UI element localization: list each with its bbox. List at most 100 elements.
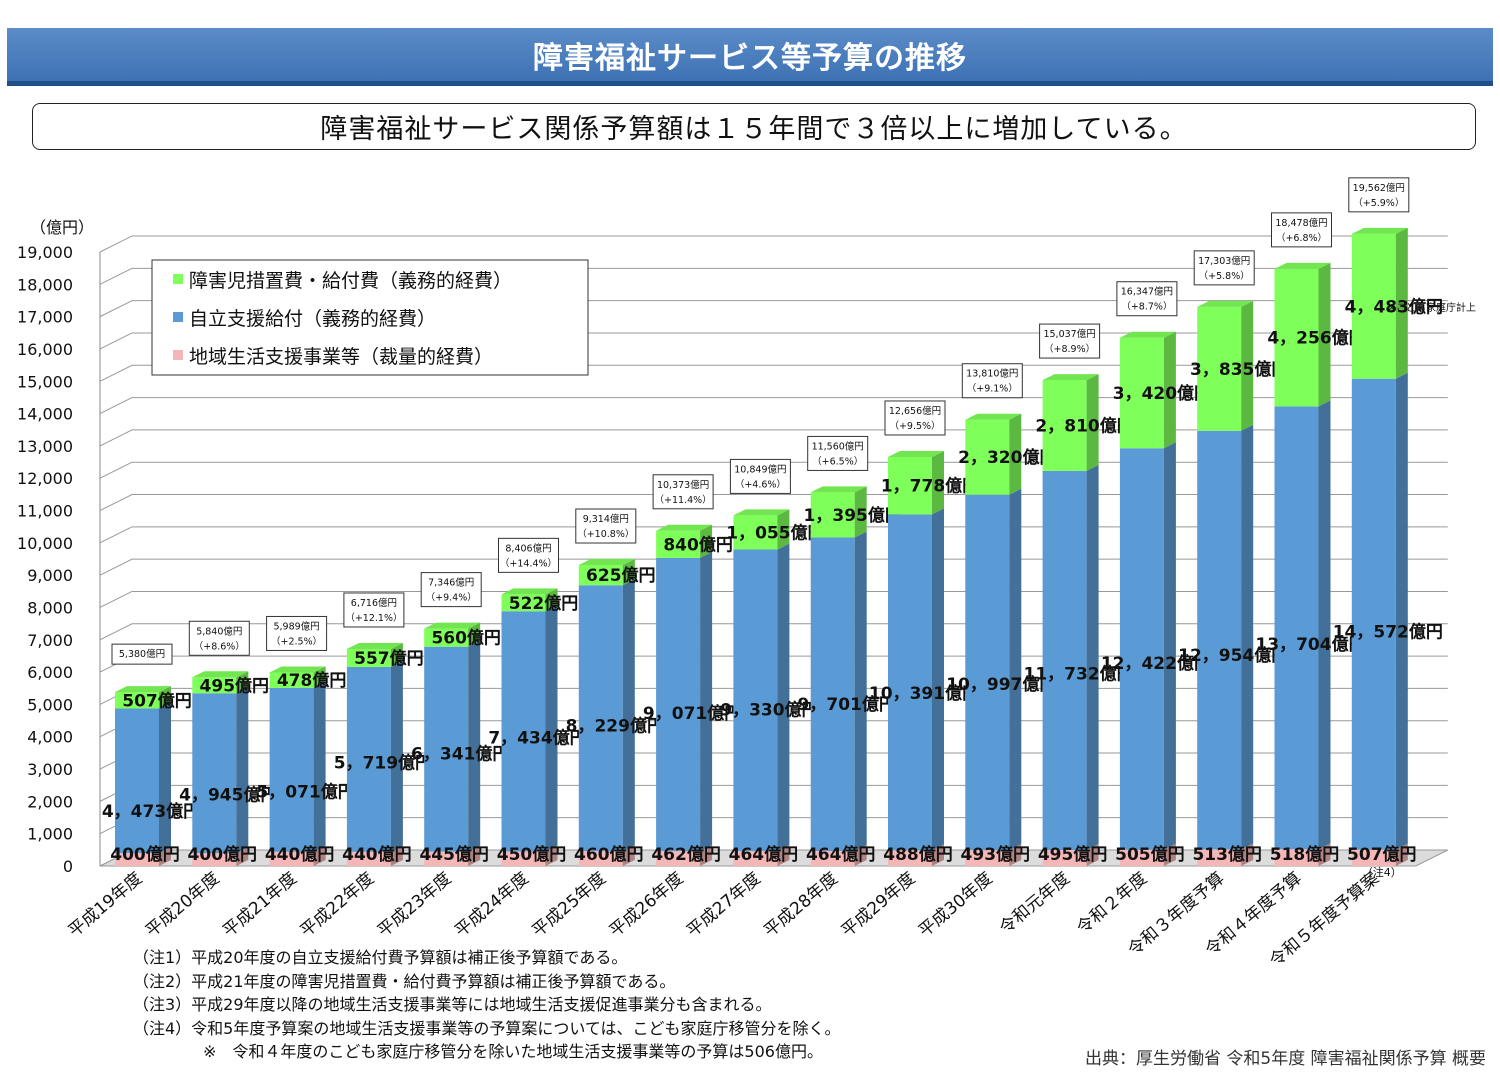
bar-top-cap [810,486,867,493]
total-callout-box [498,537,559,573]
bar-segment-front [1274,406,1319,850]
bar-segment-side [313,845,326,866]
bar-segment-front [810,851,855,866]
bar-segment-front [501,851,546,866]
footnote-2: （注2）平成21年度の障害児措置費・給付費予算額は補正後予算額である。 [133,971,676,991]
bar-top-cap [733,509,790,516]
data-label-regional: 513億円 [1192,844,1262,865]
data-label-child-support: 4，256億円 [1267,328,1365,349]
total-callout-growth: （+10.8%） [577,528,634,540]
data-label-regional: 462億円 [651,844,721,865]
legend-label: 障害児措置費・給付費（義務的経費） [189,270,512,292]
data-label-independence-support: 9，071億円 [643,703,741,724]
data-label-independence-support: 9，330億円 [720,699,818,720]
data-label-child-support: 560億円 [431,628,501,649]
bar-segment-side [545,845,558,866]
bar-segment-side [622,845,635,866]
data-label-child-support: 840億円 [663,534,733,555]
data-label-regional: 440億円 [265,844,335,865]
legend-swatch [173,350,183,360]
data-label-regional: 505億円 [1115,844,1185,865]
title-banner: 障害福祉サービス等予算の推移 [7,28,1493,86]
total-callout-value: 5,840億円 [196,625,242,637]
total-callout-box [188,620,250,656]
bar-segment-front [1197,306,1242,431]
bar-segment-side [1395,372,1408,850]
total-callout-value: 10,849億円 [734,463,786,475]
x-category-label: 平成28年度 [760,869,842,942]
page-title: 障害福祉サービス等予算の推移 [533,40,967,76]
total-callout-box [1039,323,1101,359]
data-label-independence-support: 4，473億円 [102,801,200,822]
total-callout-value: 17,303億円 [1198,255,1250,267]
total-callout-growth: （+8.6%） [194,640,245,652]
data-label-child-support: 3，420億円 [1113,383,1211,404]
total-callout-box [1271,212,1332,248]
legend-box [151,259,589,376]
bar-segment-side [1086,844,1099,866]
bar-top-cap [1274,262,1331,269]
gridline [99,235,1448,253]
data-label-child-support: 1，395億円 [804,505,902,526]
bar-segment-side [468,845,481,866]
total-callout-value: 11,560億円 [812,440,864,452]
bar-segment-front [501,611,546,852]
page-subtitle: 障害福祉サービス関係予算額は１５年間で３倍以上に増加している。 [320,114,1188,145]
data-label-independence-support: 5，719億円 [334,753,432,774]
bar-segment-front [888,514,932,851]
bar-segment-front [656,851,701,866]
x-category-label: 令和元年度 [996,869,1074,939]
data-label-child-support: 625億円 [586,565,656,586]
gridline [99,300,1448,318]
bar-segment-front [115,708,159,854]
bar-segment-side [236,687,249,854]
data-label-independence-support: 10，997億円 [946,674,1056,695]
bar-segment-side [313,666,326,688]
bar-segment-front [424,646,469,852]
data-label-independence-support: 7，434億円 [488,727,586,748]
y-tick-label: 15,000 [17,372,73,391]
x-category-label: 平成23年度 [374,869,456,942]
bar-top-cap [1042,374,1099,381]
bar-segment-side [777,845,790,866]
total-callout-box [420,572,482,608]
bar-segment-front [1274,268,1319,407]
bar-segment-front [578,851,623,866]
total-callout-box [884,400,946,436]
data-label-child-support: 2，320億円 [958,447,1056,468]
bar-top-cap [346,642,403,649]
data-label-regional: 440億円 [342,844,412,865]
total-callout-growth: （+9.4%） [426,592,477,604]
data-label-regional: 460億円 [574,844,644,865]
total-callout-growth: （+5.8%） [1199,270,1250,282]
bar-segment-front [733,515,778,550]
y-tick-label: 12,000 [17,469,73,488]
bar-segment-side [854,486,867,538]
x-category-label: 平成24年度 [451,869,533,942]
y-tick-label: 13,000 [17,437,73,456]
data-label-regional: 400億円 [188,844,258,865]
total-callout-box [961,363,1023,399]
y-tick-label: 9,000 [27,566,73,585]
bar-segment-front [346,666,391,852]
x-category-label: 平成25年度 [528,869,610,942]
data-label-regional: 400億円 [110,844,180,865]
y-tick-label: 0 [63,857,73,876]
bar-segment-side [777,543,790,852]
total-callout-growth: （+4.6%） [735,478,786,490]
total-callout-value: 5,380億円 [119,648,165,660]
total-callout-box [807,435,869,471]
bar-segment-side [1241,300,1254,431]
bar-segment-side [468,640,481,852]
footnote-1: （注1）平成20年度の自立支援給付費予算額は補正後予算額である。 [133,948,628,967]
total-callout-growth: （+8.7%） [1121,301,1172,313]
total-callout-growth: （+9.1%） [967,383,1018,395]
bar-segment-front [733,549,778,852]
bar-segment-front [192,853,237,866]
bar-segment-front [810,537,855,852]
bar-segment-front [1042,850,1087,866]
bar-segment-front [656,530,701,558]
data-label-child-support: 1，055億円 [726,522,824,543]
legend-label: 自立支援給付（義務的経費） [189,308,436,330]
footnotes: （注1）平成20年度の自立支援給付費予算額は補正後予算額である。 （注2）平成2… [133,946,841,1064]
